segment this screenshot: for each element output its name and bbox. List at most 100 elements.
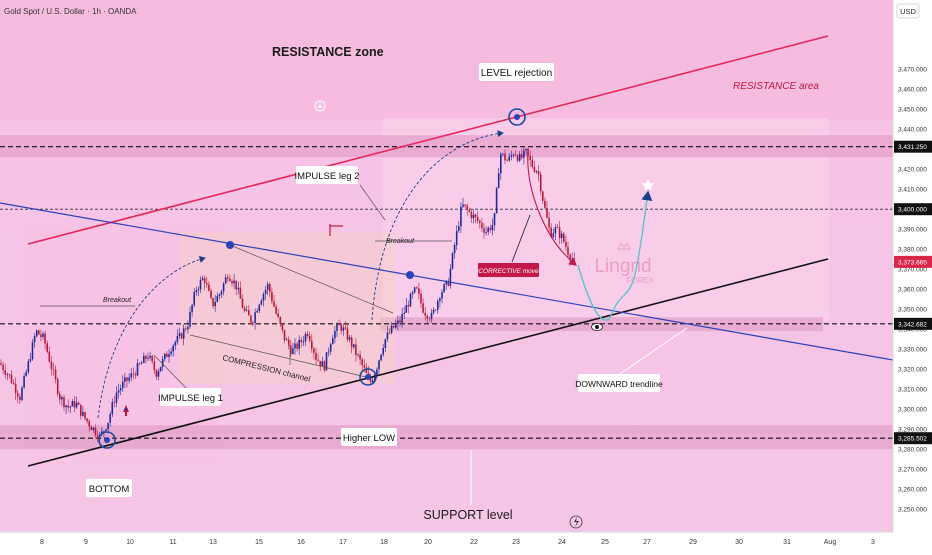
candle-body <box>262 293 265 301</box>
candle-body <box>140 362 143 364</box>
candle-body <box>569 254 571 260</box>
higher-low-circle[interactable] <box>359 368 377 386</box>
candle-body <box>59 393 61 400</box>
candle-body <box>361 359 363 365</box>
candle-body <box>357 354 359 356</box>
x-tick-label: 25 <box>601 539 609 546</box>
candle-body <box>176 335 179 342</box>
candle-body <box>350 337 353 348</box>
candle-body <box>285 339 288 341</box>
candle-body <box>269 284 271 292</box>
candle-body <box>199 280 202 290</box>
candle-body <box>355 344 357 355</box>
candle-body <box>409 293 412 307</box>
candle-body <box>558 227 561 238</box>
candle-body <box>390 325 393 333</box>
candle-body <box>235 280 237 290</box>
candle-body <box>420 293 422 304</box>
resistance-area-label: RESISTANCE area <box>733 81 819 92</box>
candle-body <box>206 283 208 285</box>
x-tick-label: 31 <box>783 539 791 546</box>
currency-label: USD <box>900 7 916 16</box>
y-tick-label: 3,420.000 <box>898 167 927 174</box>
candle-body <box>48 351 51 362</box>
candle-body <box>342 327 345 331</box>
candle-body <box>401 313 403 323</box>
candle-body <box>329 344 332 352</box>
candle-body <box>508 156 510 161</box>
candle-body <box>294 343 296 349</box>
candle-body <box>277 313 279 317</box>
level-rejection-circle[interactable] <box>508 108 526 126</box>
candle-body <box>224 277 227 284</box>
impulse-leg-1-badge <box>160 388 221 406</box>
candle-body <box>208 284 210 291</box>
candle-body <box>428 318 431 320</box>
candle-body <box>65 405 67 408</box>
candle-body <box>518 154 521 161</box>
higher-low-label: Higher LOW <box>343 433 395 444</box>
candle-body <box>491 225 494 231</box>
candle-body <box>325 352 328 371</box>
corrective-move-badge <box>478 263 539 277</box>
candle-body <box>147 357 149 359</box>
corrective-move-label: CORRECTIVE move <box>478 268 539 275</box>
y-tick-label: 3,300.000 <box>898 407 927 414</box>
logo-name: Lingrid <box>594 256 651 277</box>
candle-body <box>516 155 519 161</box>
candle-body <box>168 354 170 357</box>
impulse-leg-2-arrow <box>371 130 504 321</box>
x-tick-label: 3 <box>871 539 875 546</box>
candle-body <box>359 354 361 360</box>
candle-body <box>327 351 330 353</box>
candle-body <box>371 380 374 383</box>
candle-body <box>453 245 456 254</box>
candle-body <box>153 361 156 371</box>
candle-body <box>292 348 294 354</box>
lightning-icon[interactable] <box>569 515 583 529</box>
candle-body <box>539 174 542 192</box>
candle-body <box>88 421 90 427</box>
candle-body <box>363 364 366 368</box>
star-icon <box>642 179 654 191</box>
candle-body <box>424 312 426 316</box>
candle-body <box>73 401 76 408</box>
candle-body <box>218 294 221 297</box>
resistance-zone-label: RESISTANCE zone <box>272 45 384 59</box>
download-icon[interactable] <box>314 100 326 112</box>
y-tick-label: 3,280.000 <box>898 447 927 454</box>
candle-body <box>12 382 15 384</box>
candle-body <box>449 268 452 286</box>
candle-body <box>245 310 248 311</box>
currency-badge[interactable] <box>896 3 920 19</box>
support-zone-band <box>0 425 893 450</box>
y-tick-label: 3,320.000 <box>898 367 927 374</box>
y-tick-label: 3,440.000 <box>898 127 927 134</box>
bottom-circle[interactable] <box>98 431 116 449</box>
candle-body <box>338 324 340 326</box>
candle-body <box>227 277 229 279</box>
candle-body <box>40 334 42 337</box>
price-badge-label: 3,400.000 <box>898 207 927 214</box>
eye-icon[interactable] <box>591 323 603 331</box>
downward-trendline-badge <box>578 374 660 392</box>
impulse-leg-2-label: IMPULSE leg 2 <box>295 171 360 182</box>
candle-body <box>397 320 399 325</box>
y-tick-label: 3,410.000 <box>898 187 927 194</box>
price-badge-label: 3,373.665 <box>898 259 927 266</box>
candle-body <box>447 280 450 286</box>
level-rejection-label: LEVEL rejection <box>481 68 552 79</box>
downward-trendline[interactable] <box>0 202 894 361</box>
candle-body <box>281 323 284 330</box>
candle-body <box>353 344 355 348</box>
candle-body <box>166 353 168 357</box>
candle-body <box>248 310 250 316</box>
y-tick-label: 3,380.000 <box>898 247 927 254</box>
price-axis[interactable] <box>893 0 932 550</box>
candle-body <box>136 363 139 376</box>
candle-body <box>451 253 454 269</box>
time-axis[interactable] <box>0 532 893 550</box>
x-tick-label: 11 <box>169 539 176 546</box>
